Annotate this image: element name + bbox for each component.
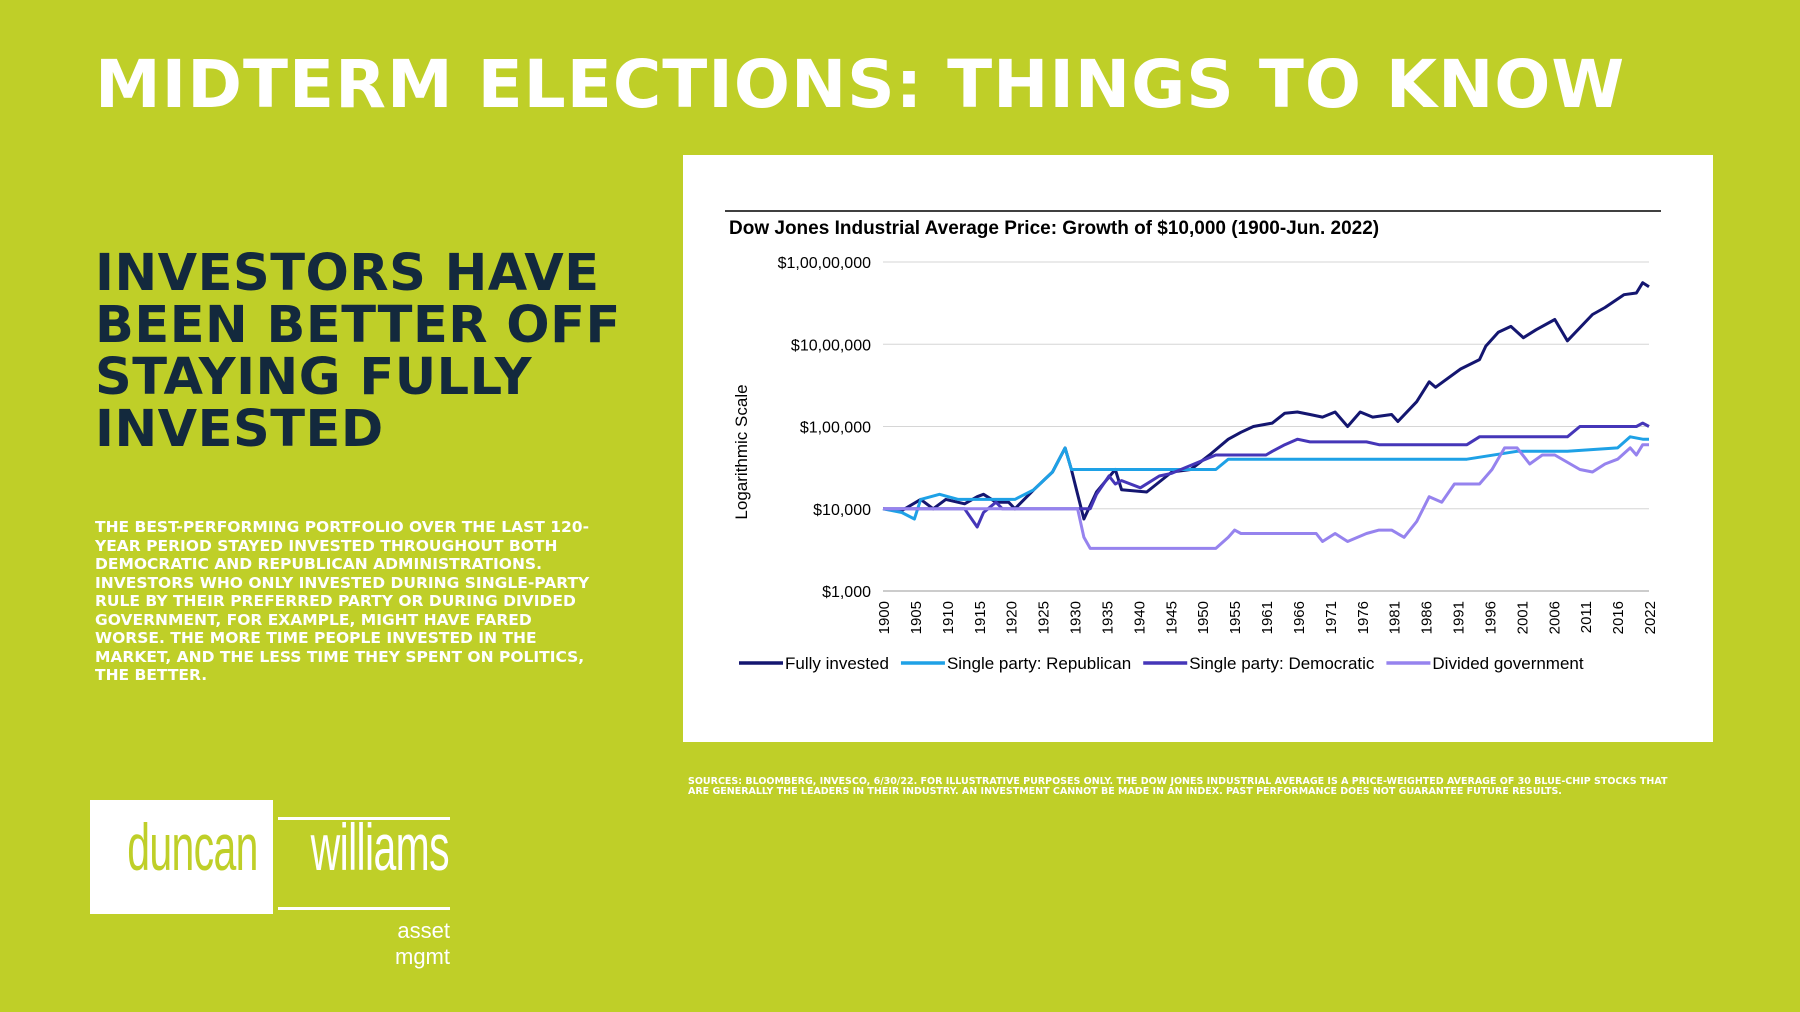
x-tick-label: 2011 [1578,601,1595,633]
x-tick-label: 1976 [1355,601,1372,634]
x-tick-label: 1935 [1099,601,1116,634]
legend-label: Single party: Democratic [1189,654,1375,673]
x-tick-label: 1905 [908,601,925,634]
x-tick-label: 1930 [1068,601,1085,634]
y-tick-label: $10,000 [813,502,871,519]
headline: INVESTORS HAVE BEEN BETTER OFF STAYING F… [95,244,621,459]
series-line-2 [883,421,1650,529]
x-tick-label: 2022 [1642,601,1659,634]
x-tick-label: 1996 [1482,601,1499,634]
legend-label: Single party: Republican [947,654,1131,673]
chart-svg: Dow Jones Industrial Average Price: Grow… [725,210,1661,673]
logo-top-rule [278,817,450,820]
y-tick-label: $1,00,000 [800,420,871,437]
legend-label: Fully invested [785,654,889,673]
y-tick-labels: $1,000 $10,000 $1,00,000 $10,00,000 $1,00,00… [778,255,872,601]
body-paragraph: THE BEST-PERFORMING PORTFOLIO OVER THE L… [95,518,590,684]
y-tick-label: $10,00,000 [791,337,871,354]
x-tick-label: 1920 [1004,601,1021,634]
chart-ylabel: Logarithmic Scale [732,384,751,519]
logo-word-duncan: duncan [127,810,258,884]
x-tick-label: 1915 [972,601,989,634]
x-tick-labels: 1900 1905 1910 1915 1920 1925 1930 1935 1940 1945… [876,601,1659,634]
series-line-0 [882,281,1650,521]
sources-note: SOURCES: BLOOMBERG, INVESCO, 6/30/22. FO… [688,776,1668,797]
chart-panel: Dow Jones Industrial Average Price: Grow… [683,155,1713,742]
x-tick-label: 1981 [1387,601,1404,634]
company-logo: duncan williams asset mgmt [90,800,450,969]
y-tick-label: $1,00,00,000 [778,255,872,272]
logo-word-williams: williams [310,810,450,884]
chart-title: Dow Jones Industrial Average Price: Grow… [729,218,1379,239]
logo-subtitle: asset mgmt [395,918,450,969]
x-tick-label: 2001 [1514,601,1531,634]
page-title: MIDTERM ELECTIONS: THINGS TO KNOW [95,46,1626,123]
x-tick-label: 1971 [1323,601,1340,634]
x-tick-label: 1950 [1195,601,1212,634]
x-tick-label: 2006 [1546,601,1563,634]
legend-label: Divided government [1432,654,1583,673]
x-tick-label: 1945 [1163,601,1180,634]
y-tick-label: $1,000 [822,584,871,601]
x-tick-label: 1900 [876,601,893,634]
x-tick-label: 1991 [1451,601,1468,634]
series-layer [882,281,1650,550]
x-tick-label: 1940 [1131,601,1148,634]
x-tick-label: 1925 [1036,601,1053,634]
x-tick-label: 1986 [1419,601,1436,634]
grid-layer [883,261,1649,592]
x-tick-label: 1961 [1259,601,1276,634]
x-tick-label: 1966 [1291,601,1308,634]
x-tick-label: 2016 [1610,601,1627,634]
series-line-1 [882,435,1649,521]
x-tick-label: 1910 [940,601,957,634]
x-tick-label: 1955 [1227,601,1244,634]
logo-box [90,800,273,914]
chart-legend: Fully invested Single party: Republican Si… [739,654,1584,673]
series-line-3 [883,443,1649,550]
logo-bottom-rule [278,907,450,910]
